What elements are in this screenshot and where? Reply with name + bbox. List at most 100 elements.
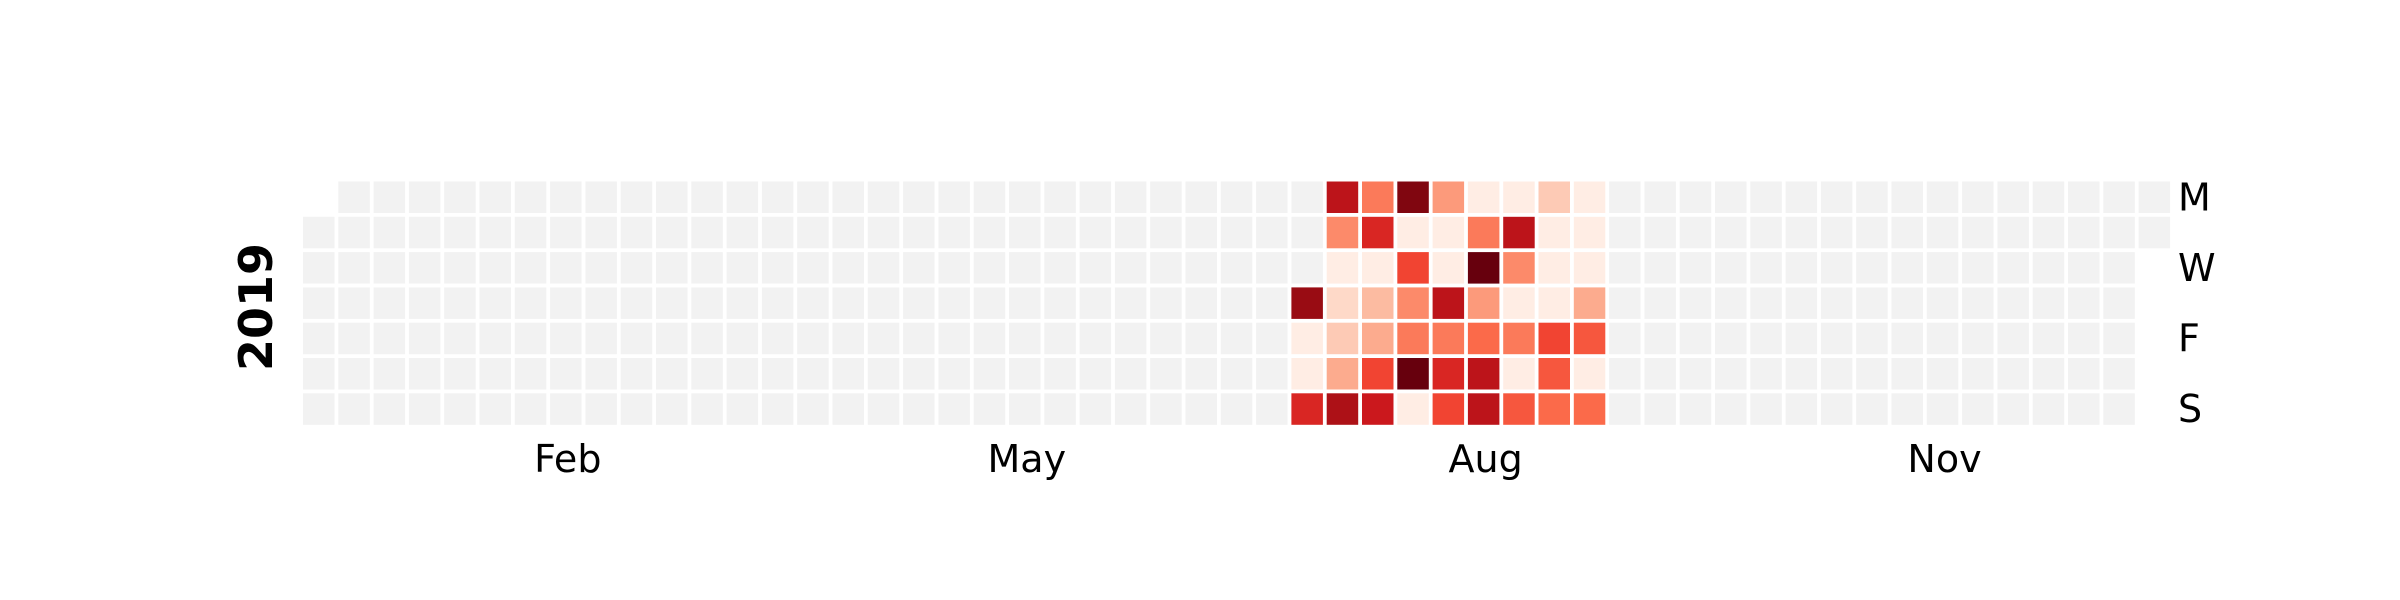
calendar-cell — [1291, 252, 1323, 284]
calendar-cell — [1856, 358, 1888, 390]
calendar-cell — [1715, 181, 1747, 213]
calendar-cell — [1891, 287, 1923, 319]
calendar-cell — [691, 181, 723, 213]
calendar-cell — [938, 322, 970, 355]
calendar-cell — [2103, 287, 2135, 319]
calendar-cell — [479, 358, 511, 390]
calendar-cell — [1432, 216, 1465, 249]
calendar-cell — [1679, 322, 1712, 355]
calendar-cell — [620, 358, 653, 390]
calendar-cell — [1679, 287, 1712, 319]
calendar-cell — [373, 252, 406, 284]
calendar-cell — [1220, 216, 1253, 249]
calendar-cell — [514, 252, 547, 284]
calendar-cell — [1220, 181, 1253, 213]
calendar-cell — [585, 393, 617, 425]
calendar-cell — [585, 216, 617, 249]
calendar-cell — [1256, 322, 1288, 355]
calendar-cell — [1609, 358, 1641, 390]
calendar-cell — [1432, 393, 1465, 425]
calendar-cell — [938, 393, 970, 425]
calendar-cell — [1538, 252, 1570, 284]
calendar-cell — [1750, 216, 1782, 249]
calendar-cell — [1715, 358, 1747, 390]
calendar-cell — [1079, 358, 1112, 390]
calendar-cell — [1432, 322, 1465, 355]
calendar-cell — [867, 393, 900, 425]
calendar-cell — [1503, 216, 1535, 249]
calendar-cell — [514, 181, 547, 213]
calendar-cell — [1926, 181, 1959, 213]
calendar-cell — [2032, 358, 2065, 390]
calendar-cell — [1432, 181, 1465, 213]
calendar-cell — [1573, 287, 1606, 319]
calendar-cell — [1679, 393, 1712, 425]
calendar-cell — [1926, 252, 1959, 284]
calendar-cell — [2068, 216, 2100, 249]
calendar-cell — [1715, 322, 1747, 355]
calendar-cell — [1750, 322, 1782, 355]
calendar-cell — [1856, 393, 1888, 425]
calendar-cell — [2068, 358, 2100, 390]
calendar-cell — [1503, 322, 1535, 355]
calendar-cell — [903, 322, 935, 355]
calendar-cell — [1573, 393, 1606, 425]
calendar-cell — [691, 252, 723, 284]
calendar-cell — [479, 181, 511, 213]
calendar-cell — [1644, 393, 1676, 425]
calendar-cell — [903, 216, 935, 249]
calendar-cell — [656, 216, 688, 249]
calendar-cell — [408, 216, 441, 249]
calendar-cell — [2068, 181, 2100, 213]
calendar-cell — [761, 393, 794, 425]
calendar-cell — [1114, 252, 1147, 284]
calendar-cells — [303, 181, 2171, 425]
calendar-cell — [1397, 322, 1429, 355]
calendar-cell — [444, 216, 476, 249]
calendar-cell — [1291, 393, 1323, 425]
calendar-cell — [1785, 216, 1818, 249]
calendar-cell — [1926, 216, 1959, 249]
calendar-cell — [550, 358, 582, 390]
calendar-cell — [550, 216, 582, 249]
calendar-cell — [1185, 358, 1217, 390]
calendar-cell — [1326, 252, 1359, 284]
calendar-cell — [444, 322, 476, 355]
day-label: S — [2178, 387, 2202, 431]
calendar-cell — [1644, 252, 1676, 284]
calendar-cell — [585, 287, 617, 319]
calendar-cell — [1009, 216, 1041, 249]
calendar-cell — [1114, 216, 1147, 249]
calendar-cell — [585, 252, 617, 284]
calendar-cell — [408, 358, 441, 390]
calendar-cell — [514, 322, 547, 355]
month-label: Feb — [534, 437, 601, 481]
calendar-cell — [1185, 216, 1217, 249]
calendar-cell — [903, 252, 935, 284]
calendar-cell — [1397, 181, 1429, 213]
calendar-cell — [620, 287, 653, 319]
calendar-cell — [1856, 252, 1888, 284]
calendar-cell — [1785, 252, 1818, 284]
year-label: 2019 — [229, 243, 283, 371]
calendar-cell — [1538, 181, 1570, 213]
calendar-cell — [1538, 216, 1570, 249]
calendar-cell — [1750, 252, 1782, 284]
calendar-cell — [1185, 393, 1217, 425]
calendar-cell — [1891, 252, 1923, 284]
calendar-cell — [2068, 252, 2100, 284]
calendar-cell — [1220, 358, 1253, 390]
calendar-cell — [938, 287, 970, 319]
calendar-cell — [2138, 181, 2171, 213]
calendar-cell — [1820, 252, 1853, 284]
calendar-cell — [550, 393, 582, 425]
calendar-cell — [1573, 322, 1606, 355]
calendar-cell — [550, 322, 582, 355]
calendar-cell — [1362, 181, 1394, 213]
calendar-cell — [1150, 287, 1182, 319]
calendar-cell — [550, 252, 582, 284]
calendar-cell — [691, 216, 723, 249]
calendar-cell — [1326, 322, 1359, 355]
calendar-cell — [1609, 252, 1641, 284]
calendar-cell — [1044, 322, 1076, 355]
